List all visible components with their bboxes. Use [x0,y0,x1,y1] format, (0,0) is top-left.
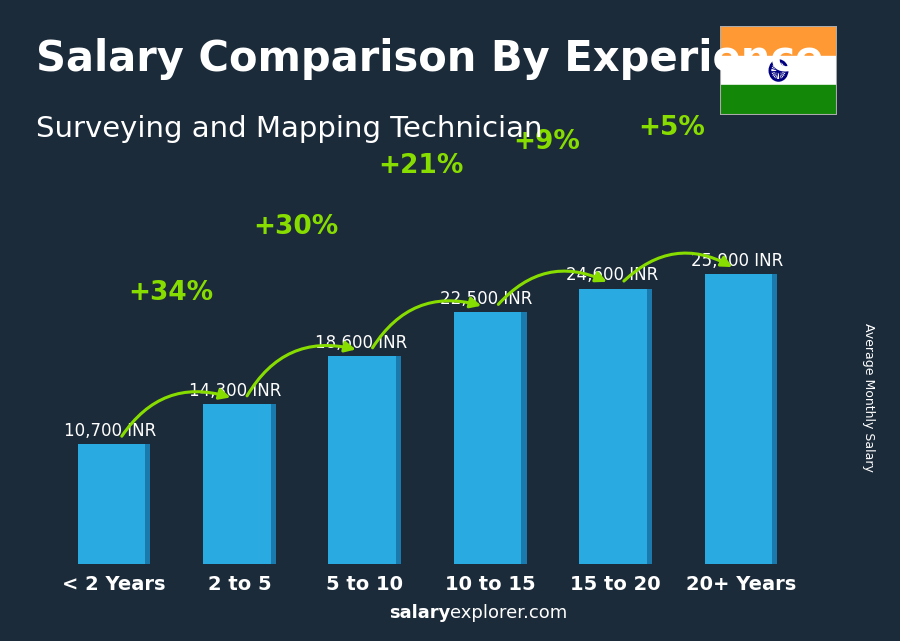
Bar [271,404,275,564]
Bar [705,274,778,564]
Bar [720,26,837,56]
Bar [580,289,652,564]
Circle shape [777,69,780,72]
Text: 10,700 INR: 10,700 INR [64,422,157,440]
Bar [77,444,150,564]
Text: explorer.com: explorer.com [450,604,567,622]
Bar [772,274,778,564]
Text: 18,600 INR: 18,600 INR [315,333,407,351]
Text: +30%: +30% [253,214,338,240]
Text: Average Monthly Salary: Average Monthly Salary [862,323,875,472]
Bar [521,312,526,564]
Text: +9%: +9% [513,129,580,156]
Text: +34%: +34% [128,279,213,306]
Text: Surveying and Mapping Technician: Surveying and Mapping Technician [36,115,543,144]
Text: +5%: +5% [639,115,706,141]
Bar [203,404,275,564]
Text: salary: salary [389,604,450,622]
Bar [396,356,401,564]
Bar [328,356,401,564]
Bar [454,312,526,564]
Bar [720,56,837,85]
Text: 22,500 INR: 22,500 INR [440,290,533,308]
Bar [720,85,837,115]
Text: Salary Comparison By Experience: Salary Comparison By Experience [36,38,824,81]
Text: 14,300 INR: 14,300 INR [189,381,282,400]
Text: 25,900 INR: 25,900 INR [691,252,783,270]
Text: 24,600 INR: 24,600 INR [566,267,658,285]
Bar [647,289,652,564]
Bar [145,444,150,564]
Text: +21%: +21% [379,153,464,179]
